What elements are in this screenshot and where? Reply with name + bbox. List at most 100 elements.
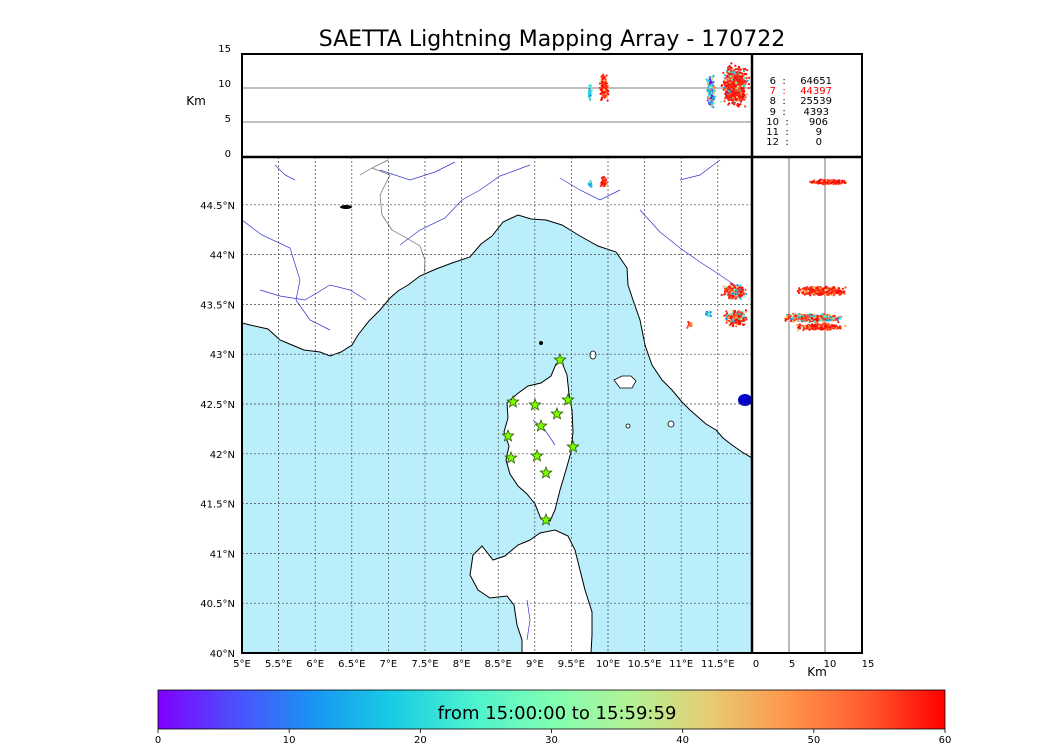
- source-point: [731, 96, 734, 99]
- source-point: [835, 290, 838, 293]
- source-point: [745, 77, 748, 80]
- source-point: [843, 180, 846, 183]
- source-point: [736, 283, 739, 287]
- source-count: 44397: [800, 86, 832, 97]
- station-count-row: 8 : 25539: [770, 96, 832, 107]
- source-point: [839, 293, 842, 296]
- stations: [501, 352, 580, 526]
- mainland-coast: [242, 157, 752, 459]
- source-point: [737, 65, 741, 68]
- source-point: [819, 327, 823, 330]
- source-point: [722, 80, 725, 83]
- colorbar-tick-label: 0: [155, 735, 161, 746]
- source-point: [603, 183, 606, 186]
- station-marker: [566, 439, 580, 453]
- source-point: [730, 73, 733, 76]
- source-point: [738, 82, 741, 85]
- source-point: [734, 70, 737, 73]
- source-point: [733, 84, 736, 88]
- latitude-tick-label: 44.5°N: [200, 201, 235, 212]
- source-point: [840, 315, 843, 318]
- source-point: [810, 317, 813, 320]
- source-point: [730, 71, 733, 74]
- source-point: [834, 181, 837, 184]
- source-point: [728, 95, 731, 98]
- source-point: [746, 316, 749, 319]
- latitude-tick-label: 43°N: [210, 350, 235, 361]
- map-source-points: [587, 175, 749, 329]
- source-point: [739, 79, 742, 82]
- longitude-tick-label: 8.5°E: [485, 659, 512, 670]
- source-point: [800, 317, 803, 321]
- source-point: [818, 290, 821, 293]
- source-point: [686, 326, 689, 329]
- side-tick-label: 15: [862, 659, 875, 670]
- source-point: [738, 313, 741, 316]
- source-point: [706, 89, 709, 92]
- station-count-row: 6 : 64651: [770, 76, 832, 87]
- source-point: [729, 313, 732, 316]
- source-point: [728, 71, 731, 74]
- source-point: [725, 314, 729, 317]
- source-point: [816, 292, 819, 295]
- source-point: [724, 81, 727, 84]
- source-count: 9: [816, 127, 822, 138]
- source-point: [735, 285, 739, 289]
- source-point: [734, 64, 737, 67]
- rivers: [242, 159, 743, 641]
- map-graticule: [242, 157, 752, 653]
- source-point: [785, 314, 788, 317]
- longitude-tick-label: 5.5°E: [265, 659, 292, 670]
- source-point: [831, 317, 834, 320]
- source-point: [602, 90, 605, 94]
- source-point: [844, 286, 847, 289]
- source-point: [813, 182, 817, 185]
- source-point: [736, 87, 739, 90]
- time-colorbar: from 15:00:00 to 15:59:59 0 10 20 30 40 50 60: [155, 689, 951, 746]
- side-source-points: [784, 178, 848, 332]
- source-point: [724, 97, 727, 100]
- source-point: [725, 321, 728, 324]
- row-separator: :: [782, 96, 785, 107]
- source-point: [808, 317, 812, 320]
- source-point: [724, 288, 727, 291]
- source-point: [711, 78, 714, 81]
- longitude-tick-label: 9.5°E: [558, 659, 585, 670]
- source-point: [737, 88, 740, 92]
- source-point: [599, 184, 602, 188]
- source-point: [839, 327, 842, 330]
- lake-bolsena: [738, 394, 752, 406]
- source-point: [725, 90, 728, 93]
- source-point: [819, 317, 822, 320]
- source-point: [739, 100, 742, 103]
- source-point: [806, 324, 809, 327]
- source-point: [821, 313, 824, 316]
- source-point: [802, 329, 805, 332]
- source-point: [822, 288, 825, 291]
- source-point: [712, 95, 715, 98]
- longitude-tick-label: 7°E: [380, 659, 398, 670]
- row-separator: :: [785, 127, 788, 138]
- station-marker: [530, 448, 544, 462]
- source-point: [740, 311, 743, 314]
- source-point: [736, 104, 739, 107]
- source-point: [724, 76, 727, 79]
- source-point: [839, 290, 842, 293]
- colorbar-tick-label: 20: [414, 735, 427, 746]
- station-marker: [501, 428, 515, 442]
- source-point: [605, 184, 608, 187]
- source-point: [814, 288, 818, 291]
- source-point: [588, 91, 591, 94]
- source-point: [739, 292, 743, 295]
- source-point: [738, 77, 741, 80]
- longitude-tick-label: 11.5°E: [701, 659, 735, 670]
- source-point: [785, 316, 788, 319]
- source-point: [827, 324, 830, 327]
- source-point: [720, 293, 723, 297]
- source-point: [735, 325, 738, 328]
- source-point: [735, 296, 738, 299]
- source-point: [793, 319, 796, 322]
- station-number: 6: [770, 76, 776, 87]
- source-point: [807, 290, 810, 293]
- colorbar-tick-label: 10: [283, 735, 296, 746]
